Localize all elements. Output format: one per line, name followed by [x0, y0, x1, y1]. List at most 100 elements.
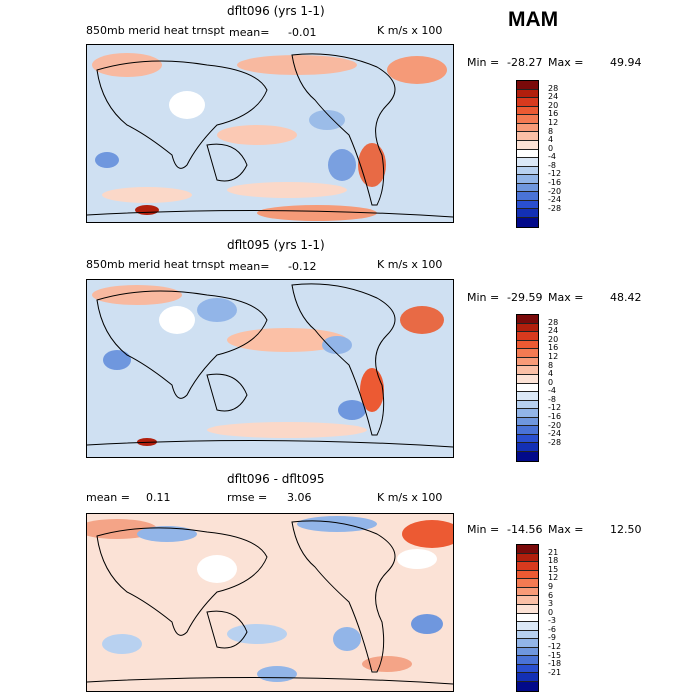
- panel-1-min-label: Min =: [467, 56, 500, 69]
- season-title: MAM: [508, 8, 559, 31]
- colorbar-label: 15: [548, 564, 559, 574]
- panel-3-units: K m/s x 100: [377, 491, 443, 504]
- panel-3-colorbar-labels: 21 18 15 12 9 6 3 0 -3 -6 -9 -12 -15 -18 -21: [548, 544, 588, 690]
- colorbar-swatch: [517, 622, 538, 631]
- panel-1-mean-label: mean=: [229, 26, 270, 39]
- colorbar-label: -4: [548, 152, 556, 162]
- panel-3-max-value: 12.50: [610, 523, 642, 536]
- colorbar-swatch: [517, 434, 538, 444]
- colorbar-label: -15: [548, 650, 562, 660]
- panel-1-variable-label: 850mb merid heat trnspt: [86, 24, 225, 37]
- colorbar-swatch: [517, 323, 538, 333]
- colorbar-label: -16: [548, 412, 562, 422]
- colorbar-swatch: [517, 166, 538, 176]
- colorbar-swatch: [517, 545, 538, 554]
- colorbar-swatch: [517, 200, 538, 210]
- colorbar-label: -6: [548, 624, 556, 634]
- panel-1-map: [86, 44, 454, 223]
- panel-1-map-graphic: [87, 45, 453, 222]
- panel-3-min-value: -14.56: [507, 523, 543, 536]
- colorbar-label: -20: [548, 420, 562, 430]
- colorbar-swatch: [517, 192, 538, 201]
- panel-1-colorbar: [516, 80, 539, 228]
- colorbar-swatch: [517, 123, 538, 133]
- panel-1-title: dflt096 (yrs 1-1): [227, 4, 325, 18]
- colorbar-label: 8: [548, 126, 554, 136]
- colorbar-swatch: [517, 409, 538, 418]
- colorbar-swatch: [517, 673, 538, 682]
- colorbar-label: 16: [548, 109, 559, 119]
- colorbar-label: 4: [548, 135, 554, 145]
- colorbar-swatch: [517, 209, 538, 218]
- colorbar-label: 3: [548, 599, 554, 609]
- colorbar-label: -16: [548, 178, 562, 188]
- colorbar-label: 9: [548, 581, 554, 591]
- colorbar-swatch: [517, 366, 538, 375]
- colorbar-label: -4: [548, 386, 556, 396]
- colorbar-label: 0: [548, 143, 554, 153]
- colorbar-swatch: [517, 596, 538, 605]
- panel-3-map-graphic: [87, 514, 453, 691]
- colorbar-swatch: [517, 140, 538, 150]
- panel-1-units: K m/s x 100: [377, 24, 443, 37]
- colorbar-swatch: [517, 664, 538, 674]
- panel-1-max-value: 49.94: [610, 56, 642, 69]
- colorbar-label: 8: [548, 360, 554, 370]
- colorbar-label: -28: [548, 437, 562, 447]
- colorbar-label: -12: [548, 642, 562, 652]
- colorbar-swatch: [517, 426, 538, 435]
- colorbar-swatch: [517, 218, 538, 227]
- colorbar-swatch: [517, 98, 538, 107]
- colorbar-swatch: [517, 349, 538, 358]
- panel-2-variable-label: 850mb merid heat trnspt: [86, 258, 225, 271]
- colorbar-label: -21: [548, 667, 562, 677]
- colorbar-label: -24: [548, 429, 562, 439]
- colorbar-swatch: [517, 587, 538, 597]
- colorbar-swatch: [517, 613, 538, 623]
- colorbar-swatch: [517, 81, 538, 90]
- colorbar-swatch: [517, 647, 538, 657]
- panel-3-mean-label: mean =: [86, 491, 130, 504]
- colorbar-swatch: [517, 452, 538, 461]
- colorbar-swatch: [517, 656, 538, 665]
- colorbar-label: -18: [548, 659, 562, 669]
- panel-2-units: K m/s x 100: [377, 258, 443, 271]
- colorbar-label: 28: [548, 317, 559, 327]
- panel-1-min-value: -28.27: [507, 56, 543, 69]
- colorbar-swatch: [517, 604, 538, 614]
- panel-3-min-label: Min =: [467, 523, 500, 536]
- colorbar-label: 28: [548, 83, 559, 93]
- panel-2-max-label: Max =: [548, 291, 584, 304]
- panel-3-mean-value: 0.11: [146, 491, 171, 504]
- panel-2-mean-label: mean=: [229, 260, 270, 273]
- colorbar-swatch: [517, 175, 538, 184]
- colorbar-label: 18: [548, 556, 559, 566]
- panel-1-max-label: Max =: [548, 56, 584, 69]
- colorbar-swatch: [517, 374, 538, 384]
- colorbar-swatch: [517, 417, 538, 427]
- colorbar-label: -3: [548, 616, 556, 626]
- colorbar-swatch: [517, 106, 538, 116]
- colorbar-swatch: [517, 443, 538, 452]
- colorbar-label: 20: [548, 334, 559, 344]
- colorbar-label: 6: [548, 590, 554, 600]
- colorbar-swatch: [517, 149, 538, 159]
- colorbar-swatch: [517, 132, 538, 141]
- colorbar-label: 12: [548, 573, 559, 583]
- panel-2-colorbar-labels: 28 24 20 16 12 8 4 0 -4 -8 -12 -16 -20 -24 -28: [548, 314, 588, 460]
- colorbar-swatch: [517, 579, 538, 588]
- panel-2-min-label: Min =: [467, 291, 500, 304]
- colorbar-swatch: [517, 553, 538, 563]
- panel-3-map: [86, 513, 454, 692]
- colorbar-swatch: [517, 357, 538, 367]
- panel-3-max-label: Max =: [548, 523, 584, 536]
- colorbar-swatch: [517, 89, 538, 99]
- colorbar-swatch: [517, 315, 538, 324]
- colorbar-label: -9: [548, 633, 556, 643]
- colorbar-label: 0: [548, 377, 554, 387]
- colorbar-swatch: [517, 340, 538, 350]
- colorbar-swatch: [517, 570, 538, 580]
- colorbar-swatch: [517, 639, 538, 648]
- colorbar-label: -8: [548, 160, 556, 170]
- panel-3-colorbar: [516, 544, 539, 692]
